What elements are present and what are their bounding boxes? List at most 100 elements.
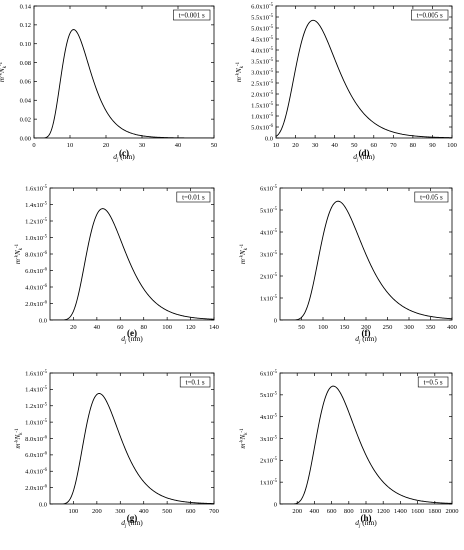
plot-frame xyxy=(279,372,453,505)
y-tick-label: 1.0x10-5 xyxy=(251,113,273,121)
x-tick-label: 1200 xyxy=(377,508,390,515)
y-tick-exponent: -5 xyxy=(273,457,278,462)
legend-label: t=0.01 s xyxy=(182,194,205,202)
y-tick-label: 0.08 xyxy=(20,60,31,67)
y-tick-label: 5.0x10-6 xyxy=(251,124,273,132)
x-tick-label: 20 xyxy=(103,142,110,149)
x-tick-label: 30 xyxy=(312,142,319,149)
x-tick-label: 800 xyxy=(344,508,354,515)
y-tick-exponent: -5 xyxy=(43,403,48,408)
plot-frame xyxy=(49,372,215,505)
distribution-curve xyxy=(50,208,214,320)
x-tick-label: 120 xyxy=(186,324,196,331)
y-tick-exponent: -5 xyxy=(43,234,48,239)
legend-box xyxy=(173,9,211,21)
y-tick-exponent: -5 xyxy=(43,185,48,190)
y-tick-exponent: -5 xyxy=(43,218,48,223)
y-tick-label: 6x10-5 xyxy=(260,185,278,193)
x-axis-label: dj (nm) xyxy=(121,334,143,345)
y-tick-label: 2.0x10-6 xyxy=(25,484,47,492)
y-tick-exponent: -5 xyxy=(273,251,278,256)
y-tick-label: 0.10 xyxy=(20,41,31,48)
y-tick-label: 0.06 xyxy=(20,79,32,86)
x-tick-label: 100 xyxy=(69,508,79,515)
legend: t=0.1 s xyxy=(179,376,211,388)
y-tick-label: 6x10-5 xyxy=(260,370,278,378)
legend-box xyxy=(414,191,449,203)
y-tick-label: 1.4x10-5 xyxy=(25,386,47,394)
y-tick-label: 1.4x10-5 xyxy=(25,201,47,209)
x-tick-label: 600 xyxy=(186,508,196,515)
y-tick-exponent: -5 xyxy=(269,3,274,8)
legend: t=0.05 s xyxy=(414,191,449,203)
y-tick-label: 0.0 xyxy=(39,317,47,324)
distribution-curve xyxy=(276,19,452,138)
x-tick-label: 1400 xyxy=(394,508,407,515)
x-tick-label: 50 xyxy=(298,324,305,331)
x-tick-label: 20 xyxy=(292,142,299,149)
legend: t=0.5 s xyxy=(417,376,449,388)
y-tick-exponent: -6 xyxy=(43,251,48,256)
y-tick-label: 4x10-5 xyxy=(260,229,278,237)
x-tick-label: 200 xyxy=(361,324,371,331)
x-tick-label: 2000 xyxy=(446,508,459,515)
legend-box xyxy=(179,376,211,388)
y-tick-label: 1.6x10-5 xyxy=(25,370,47,378)
x-tick-label: 1800 xyxy=(428,508,441,515)
chart-panel: 20 40 60 80 100 120 140 0.0 2.0x10-6 4.0x10-6 6.0x… xyxy=(14,185,219,345)
y-tick-exponent: -5 xyxy=(273,392,278,397)
y-tick-label: 5.5x10-5 xyxy=(251,14,273,22)
x-tick-label: 300 xyxy=(404,324,414,331)
x-tick-label: 40 xyxy=(94,324,101,331)
y-tick-exponent: -5 xyxy=(273,370,278,375)
y-tick-label: 8.0x10-6 xyxy=(25,251,47,259)
y-tick-label: 1x10-5 xyxy=(260,479,278,487)
x-tick-label: 80 xyxy=(140,324,147,331)
y-tick-label: 4.0x10-6 xyxy=(25,468,47,476)
x-tick-label: 700 xyxy=(209,508,219,515)
y-tick-exponent: -5 xyxy=(43,201,48,206)
y-tick-exponent: -5 xyxy=(273,435,278,440)
plot-frame xyxy=(33,5,215,139)
chart-panel: 0 10 20 30 40 50 0.00 0.02 0.04 0.06 0.08 0.10 0.12 0… xyxy=(0,3,217,163)
y-tick-exponent: -6 xyxy=(43,435,48,440)
x-tick-label: 80 xyxy=(410,142,417,149)
x-tick-label: 20 xyxy=(70,324,77,331)
subfigure-label: (c) xyxy=(119,148,129,158)
y-tick-label: 0.0 xyxy=(39,501,47,508)
y-tick-exponent: -6 xyxy=(269,124,274,129)
legend-box xyxy=(411,9,449,21)
y-tick-label: 0.0 xyxy=(265,135,273,142)
x-tick-label: 150 xyxy=(340,324,350,331)
y-tick-label: 4.0x10-5 xyxy=(251,47,273,55)
y-tick-exponent: -5 xyxy=(269,47,274,52)
legend-box xyxy=(417,376,449,388)
y-axis-label: m-kNk-1 xyxy=(235,61,245,82)
y-axis-label: m-kNk-1 xyxy=(239,428,249,449)
x-tick-label: 250 xyxy=(383,324,393,331)
x-tick-label: 400 xyxy=(447,324,457,331)
y-tick-exponent: -5 xyxy=(269,14,274,19)
legend: t=0.005 s xyxy=(411,9,449,21)
x-tick-label: 300 xyxy=(115,508,125,515)
x-tick-label: 90 xyxy=(429,142,436,149)
x-tick-label: 60 xyxy=(117,324,124,331)
x-axis-label: dj (nm) xyxy=(355,334,377,345)
distribution-curve xyxy=(34,29,214,138)
y-tick-exponent: -6 xyxy=(43,267,48,272)
y-tick-label: 2.0x10-6 xyxy=(25,300,47,308)
y-tick-exponent: -5 xyxy=(273,185,278,190)
y-tick-label: 0.02 xyxy=(20,116,31,123)
y-tick-exponent: -5 xyxy=(269,113,274,118)
y-tick-label: 5x10-5 xyxy=(260,207,278,215)
x-tick-label: 60 xyxy=(371,142,378,149)
x-tick-label: 0 xyxy=(32,142,35,149)
x-tick-label: 100 xyxy=(162,324,172,331)
chart-panel: 100 200 300 400 500 600 700 0.0 2.0x10-6 4.0x10-6… xyxy=(14,370,219,529)
plot-frame xyxy=(49,187,215,321)
y-tick-label: 2.5x10-5 xyxy=(251,80,273,88)
y-tick-exponent: -6 xyxy=(43,468,48,473)
y-tick-label: 3.0x10-5 xyxy=(251,69,273,77)
y-tick-exponent: -6 xyxy=(43,300,48,305)
